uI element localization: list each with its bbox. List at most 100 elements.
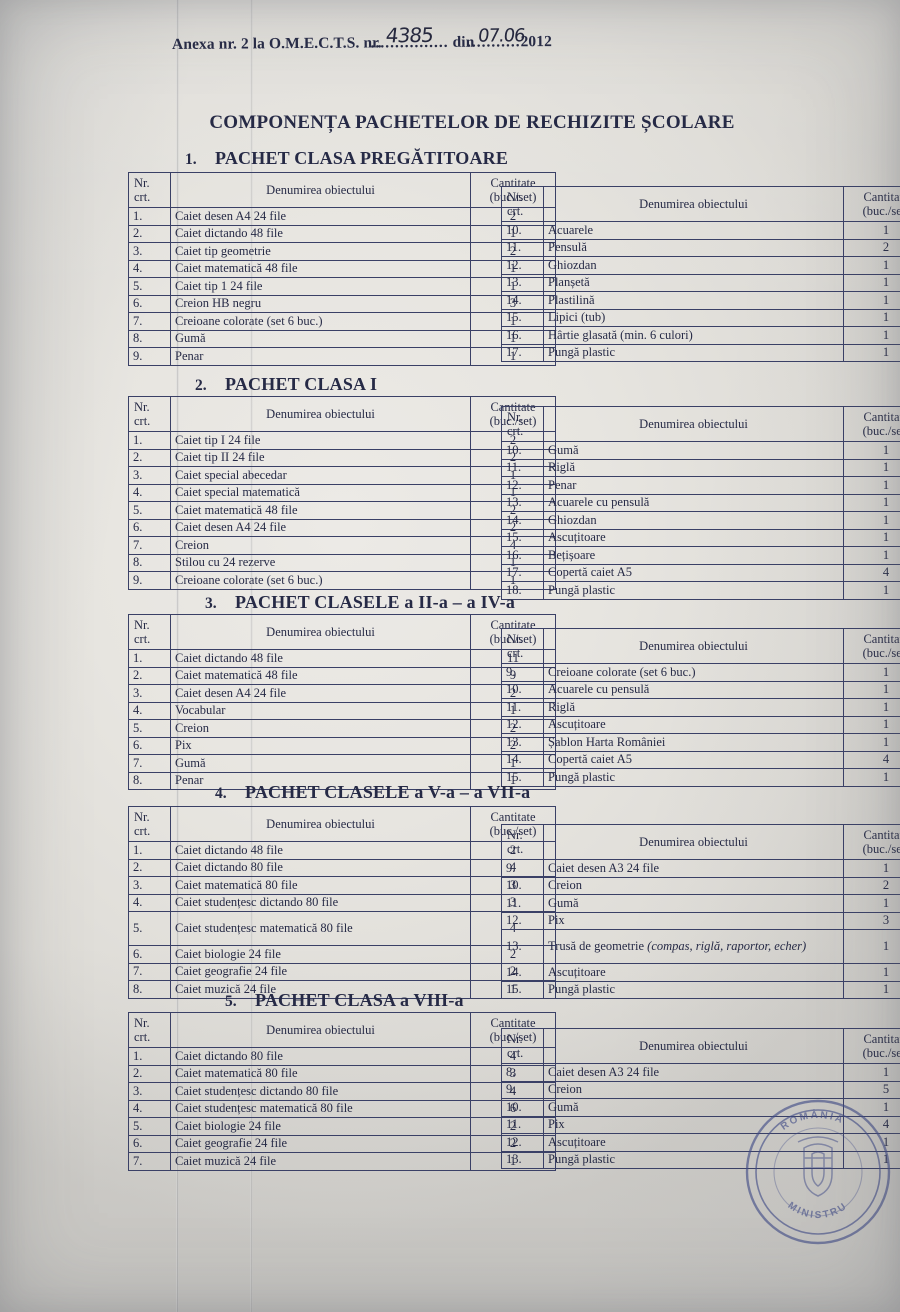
cell-item-name: Caiet geografie 24 file [170,1134,471,1153]
cell-nr-crt: 12. [501,1133,544,1152]
cell-item-name: Caiet studențesc matematică 80 file [170,911,471,946]
table-row: 9. Creioane colorate (set 6 buc.) 1 [501,663,900,682]
table-row: 6. Caiet desen A4 24 file 2 [128,518,556,537]
cell-item-name: Caiet matematică 48 file [170,501,471,520]
cell-item-name: Creioane colorate (set 6 buc.) [170,571,471,590]
cell-item-detail: (compas, riglă, raportor, echer) [644,939,807,953]
cell-nr-crt: 13. [501,273,544,292]
table-row: 9. Creioane colorate (set 6 buc.) 1 [128,571,556,590]
cell-nr-crt: 3. [128,876,171,895]
cell-item-name: Caiet studențesc dictando 80 file [170,893,471,912]
cell-item-name: Vocabular [170,701,471,720]
table-row: 13. Pungă plastic 1 [501,1150,900,1169]
cell-quantity: 1 [843,273,900,292]
cell-quantity: 5 [843,1080,900,1099]
cell-item-name: Gumă [543,894,844,913]
cell-quantity: 1 [843,894,900,913]
table-row: 14. Ghiozdan 1 [501,511,900,530]
table-row: 14. Plastilină 1 [501,291,900,310]
table-row: 11. Pix 4 [501,1115,900,1134]
package-table-right: Nr.crt.Denumirea obiectuluiCantitate(buc… [501,824,900,999]
cell-quantity: 1 [843,929,900,964]
table-row: 17. Copertă caiet A5 4 [501,563,900,582]
cell-nr-crt: 4. [128,701,171,720]
cell-nr-crt: 11. [501,238,544,257]
header-denumirea-obiectului: Denumirea obiectului [170,614,471,650]
table-row: 1. Caiet tip I 24 file 2 [128,431,556,450]
table-row: 7. Caiet geografie 24 file 2 [128,962,556,981]
cell-nr-crt: 16. [501,326,544,345]
cell-nr-crt: 9. [501,663,544,682]
cell-nr-crt: 7. [128,754,171,773]
cell-item-name: Acuarele cu pensulă [543,493,844,512]
cell-quantity: 2 [843,876,900,895]
section-label: PACHET CLASELE a II-a – a IV-a [235,592,516,612]
cell-item-name: Caiet dictando 48 file [170,841,471,860]
table-row: 12. Pix 3 [501,911,900,930]
table-header-row: Nr.crt.Denumirea obiectuluiCantitate(buc… [501,628,900,664]
cell-nr-crt: 13. [501,929,544,964]
table-row: 13. Șablon Harta României 1 [501,733,900,752]
header-cantitate: Cantitate(buc./set) [843,406,900,442]
cell-item-name: Gumă [170,329,471,348]
table-row: 8. Gumă 1 [128,329,556,348]
cell-quantity: 1 [843,291,900,310]
table-row: 2. Caiet dictando 48 file 1 [128,224,556,243]
cell-item-name: Penar [543,476,844,495]
table-row: 6. Caiet biologie 24 file 2 [128,945,556,964]
cell-item-name: Caiet tip geometrie [170,242,471,261]
section-number: 2. [195,377,207,394]
cell-item-name: Planșetă [543,273,844,292]
cell-nr-crt: 12. [501,256,544,275]
table-row: 2. Caiet tip II 24 file 2 [128,448,556,467]
table-row: 12. Ascuțitoare 1 [501,1133,900,1152]
cell-item-name: Caiet muzică 24 file [170,980,471,999]
cell-item-name: Pungă plastic [543,343,844,362]
cell-nr-crt: 16. [501,546,544,565]
table-row: 4. Caiet special matematică 1 [128,483,556,502]
cell-item-name: Pungă plastic [543,581,844,600]
cell-quantity: 1 [843,581,900,600]
header-denumirea-obiectului: Denumirea obiectului [543,406,844,442]
header-nr-crt: Nr. crt. [501,1028,544,1064]
cell-item-name: Caiet dictando 48 file [170,649,471,668]
section-title-2: 2. PACHET CLASA I [195,374,377,395]
section-title-5: 5. PACHET CLASA a VIII-a [225,990,464,1011]
table-row: 5. Caiet matematică 48 file 2 [128,501,556,520]
cell-item-name: Plastilină [543,291,844,310]
header-denumirea-obiectului: Denumirea obiectului [170,1012,471,1048]
cell-quantity: 4 [843,563,900,582]
cell-quantity: 1 [843,343,900,362]
cell-item-name: Creion [170,536,471,555]
table-row: 15. Ascuțitoare 1 [501,528,900,547]
cell-item-name: Caiet studențesc matematică 80 file [170,1099,471,1118]
cell-item-name: Caiet desen A3 24 file [543,859,844,878]
header-denumirea-obiectului: Denumirea obiectului [543,186,844,222]
table-row: 2. Caiet dictando 80 file 4 [128,858,556,877]
table-row: 17. Pungă plastic 1 [501,343,900,362]
cell-nr-crt: 11. [501,894,544,913]
cell-nr-crt: 12. [501,476,544,495]
cell-item-name: Trusă de geometrie (compas, riglă, rapor… [543,929,844,964]
cell-quantity: 1 [843,458,900,477]
section-number: 1. [185,151,197,168]
header-nr-crt: Nr. crt. [128,396,171,432]
cell-nr-crt: 10. [501,441,544,460]
cell-item-name: Copertă caiet A5 [543,750,844,769]
package-table-left: Nr. crt. Denumirea obiectului Cantitate (buc… [128,396,556,590]
cell-nr-crt: 12. [501,911,544,930]
cell-quantity: 1 [843,698,900,717]
cell-item-name: Caiet dictando 80 file [170,1047,471,1066]
table-row: 5. Creion 2 [128,719,556,738]
table-row: 16. Bețișoare 1 [501,546,900,565]
header-cantitate: Cantitate(buc./set) [843,1028,900,1064]
cell-item-name: Acuarele cu pensulă [543,680,844,699]
cell-item-name: Ascuțitoare [543,963,844,982]
cell-item-name: Pix [170,736,471,755]
header-nr-crt: Nr. crt. [128,172,171,208]
cell-item-name: Ghiozdan [543,511,844,530]
cell-quantity: 2 [843,238,900,257]
table-row: 13. Acuarele cu pensulă 1 [501,493,900,512]
